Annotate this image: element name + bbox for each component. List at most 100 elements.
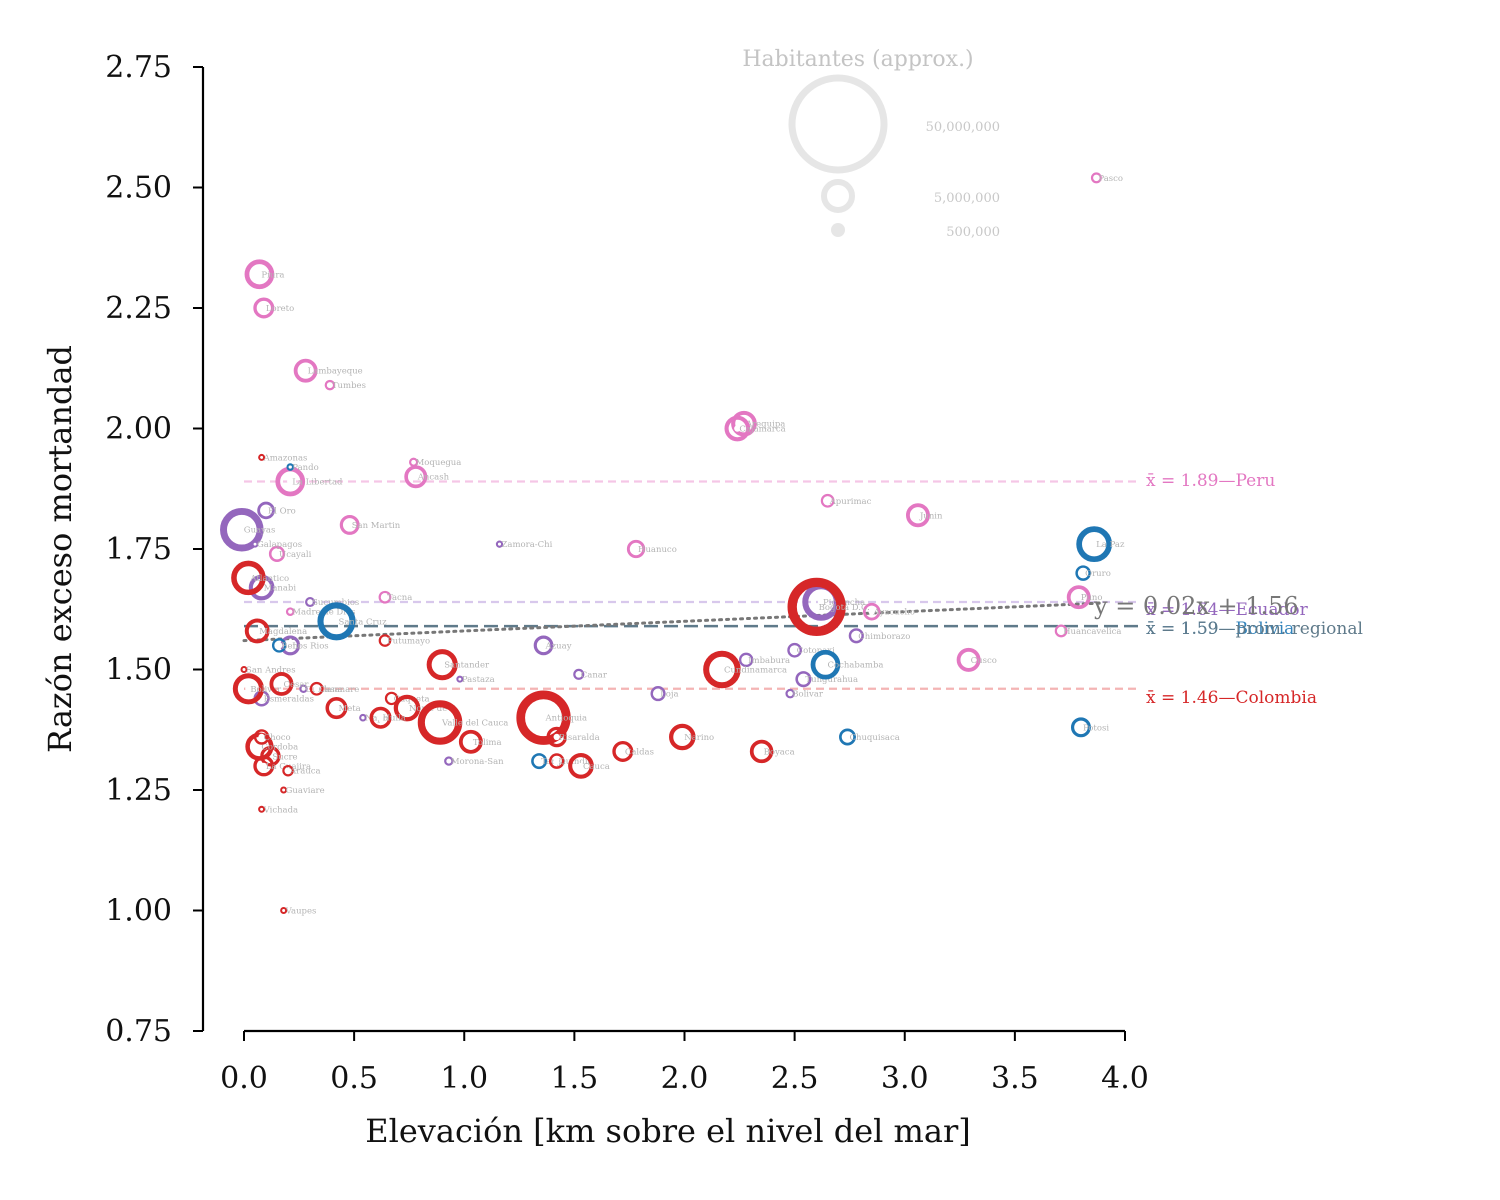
data-point-center xyxy=(817,598,825,606)
data-point-center xyxy=(276,642,283,649)
point-label: Cundinamarca xyxy=(724,666,787,676)
point-label: Choco xyxy=(264,733,291,743)
data-point xyxy=(378,634,392,647)
data-point xyxy=(251,540,259,548)
point-label: Chimborazo xyxy=(858,632,910,642)
point-label: San Andres xyxy=(246,666,296,676)
point-label: Tungurahua xyxy=(805,675,858,685)
data-point xyxy=(240,665,248,673)
data-point xyxy=(839,728,856,746)
point-label: Canar xyxy=(581,670,608,680)
data-point-center xyxy=(256,743,263,750)
data-point-center xyxy=(577,762,585,770)
fit-equation: y = 0.02x + 1.56 xyxy=(1093,592,1299,620)
data-point xyxy=(795,671,812,688)
point-label: Manabi xyxy=(264,584,297,594)
data-point xyxy=(317,602,356,641)
point-label: Cesar xyxy=(283,680,309,690)
point-label: Loreto xyxy=(266,304,294,314)
size-legend-label: 5,000,000 xyxy=(934,191,1000,206)
data-point xyxy=(293,358,318,383)
point-label: Morona-San xyxy=(451,757,504,767)
point-label: Oruro xyxy=(1085,569,1111,579)
data-point-center xyxy=(403,704,411,712)
data-point xyxy=(724,415,751,442)
y-tick-label: 2.25 xyxy=(105,291,172,326)
data-point xyxy=(280,786,288,794)
point-label: Tolima xyxy=(473,738,502,748)
data-point xyxy=(548,753,565,769)
point-label: Azuay xyxy=(545,641,572,651)
data-point-center xyxy=(381,637,389,644)
mean-label-ecuador: x̄ = 1.64—Ecuador xyxy=(1146,600,1309,620)
data-point-center xyxy=(439,661,446,668)
data-point xyxy=(531,753,548,770)
point-label: Imbabura xyxy=(748,656,790,666)
point-label: Arauca xyxy=(289,767,321,777)
point-label: Bogota D.C. xyxy=(819,603,870,613)
y-tick-label: 0.75 xyxy=(105,1014,172,1049)
data-point xyxy=(269,671,294,696)
data-point xyxy=(258,805,266,813)
data-point-center xyxy=(258,733,265,741)
points-layer: Piura Loreto Lambayeque Tumbes La Libertad Mo… xyxy=(220,172,1125,917)
data-point-center xyxy=(245,574,252,582)
data-point xyxy=(1070,717,1091,738)
size-legend: Habitantes (approx.) 50,000,000 5,000,000… xyxy=(742,47,1000,240)
y-tick-label: 2.75 xyxy=(105,50,172,85)
data-point xyxy=(253,755,275,777)
data-point-center xyxy=(540,714,547,721)
data-point xyxy=(220,507,264,552)
data-point-center xyxy=(1090,540,1098,548)
point-label: Cajamarca xyxy=(739,425,785,435)
data-point xyxy=(738,652,754,668)
point-label: Vichada xyxy=(263,805,299,815)
data-point xyxy=(568,753,594,779)
point-label: Pastaza xyxy=(462,675,495,685)
point-label: Cotopaxi xyxy=(797,646,835,656)
point-label: Bolivar xyxy=(792,690,824,700)
x-tick-label: 2.5 xyxy=(771,1061,819,1096)
mean-label-colombia: x̄ = 1.46—Colombia xyxy=(1146,688,1317,708)
data-point xyxy=(393,694,421,722)
point-label: Caldas xyxy=(625,747,654,757)
x-tick-label: 3.0 xyxy=(881,1061,929,1096)
data-point xyxy=(309,681,324,696)
x-tick-label: 1.0 xyxy=(440,1061,488,1096)
data-point-center xyxy=(313,685,320,692)
y-tick-label: 1.00 xyxy=(105,894,172,929)
data-point-center xyxy=(287,478,294,485)
data-point xyxy=(286,463,295,471)
point-label: Magdalena xyxy=(259,627,307,637)
data-point-center xyxy=(260,455,264,459)
data-point-center xyxy=(412,473,419,480)
point-label: Los Rios xyxy=(292,641,328,651)
data-point-center xyxy=(787,691,793,696)
point-label: Narino xyxy=(684,733,714,743)
point-label: Napo xyxy=(365,714,388,724)
data-point-center xyxy=(1079,569,1087,577)
data-point xyxy=(271,638,287,653)
point-label: La Libertad xyxy=(292,478,343,488)
point-label: Piura xyxy=(261,270,284,280)
data-point xyxy=(378,590,392,604)
axes: 0.0 0.5 1.0 1.5 2.0 2.5 3.0 3.5 4.0 0.75 1.00 1.25 1… xyxy=(105,50,1149,1096)
point-label: Puno xyxy=(1081,593,1103,603)
point-label: Cauca xyxy=(583,762,610,772)
data-point-center xyxy=(285,767,291,774)
data-point xyxy=(232,673,264,705)
data-point-center xyxy=(411,460,416,465)
data-point xyxy=(787,577,846,636)
point-label: Guaviare xyxy=(286,786,325,796)
point-label: Quindio xyxy=(559,757,593,767)
point-label: Guayas xyxy=(244,526,276,536)
data-point-center xyxy=(758,748,765,755)
point-label: Santa Cruz xyxy=(339,617,388,627)
point-label: Putumayo xyxy=(387,637,430,647)
point-label: Amazonas xyxy=(263,453,308,463)
fit-line xyxy=(242,601,1105,643)
point-label: Bolivar xyxy=(250,685,282,695)
data-point xyxy=(516,690,571,745)
data-point-center xyxy=(301,686,306,691)
